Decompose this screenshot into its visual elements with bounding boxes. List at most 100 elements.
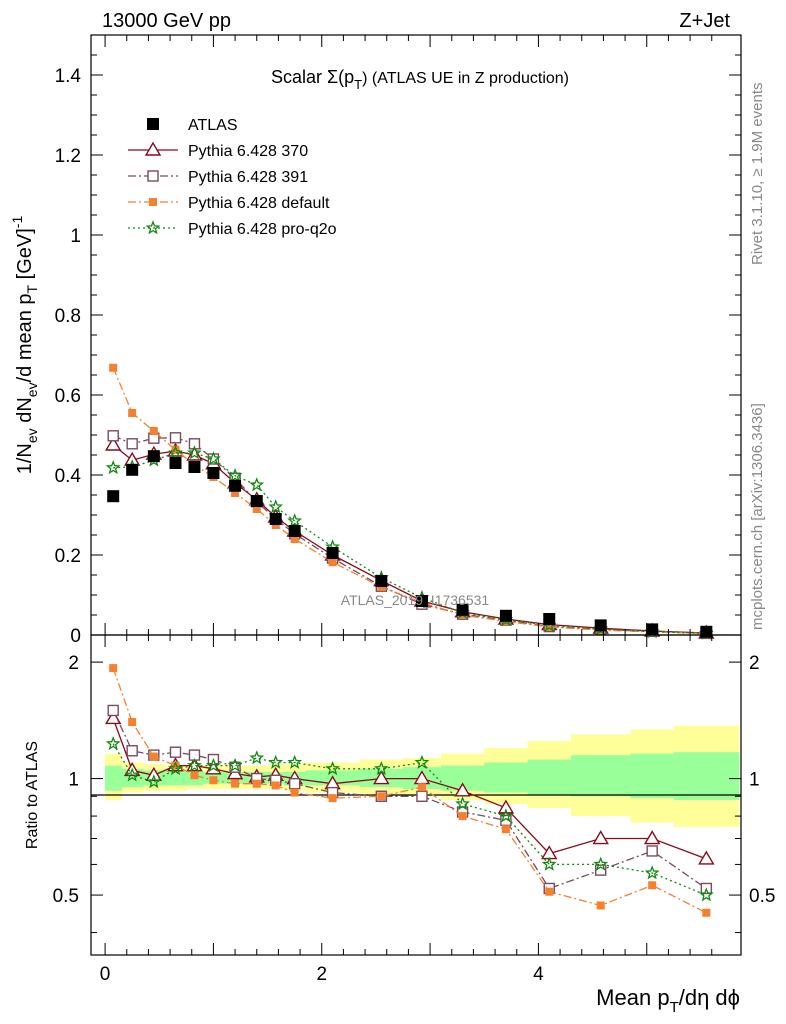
legend-label: Pythia 6.428 pro-q2o (188, 221, 337, 238)
ratio-point (190, 771, 199, 780)
ratio-point (498, 808, 514, 823)
y-tick-label: 0.8 (55, 306, 81, 327)
data-point (229, 479, 242, 492)
ratio-point (592, 830, 609, 845)
ratio-point (698, 887, 714, 902)
ratio-point (501, 825, 510, 834)
ratio-point (252, 779, 261, 788)
data-point (499, 609, 512, 622)
ratio-point (168, 761, 183, 776)
ratio-point (186, 757, 203, 772)
data-point (109, 363, 118, 372)
ratio-point (455, 796, 470, 811)
data-point (126, 463, 139, 476)
ratio-point (128, 718, 137, 727)
ratio-y-tick-label-right: 2 (749, 653, 760, 674)
ratio-y-tick-label: 1 (68, 770, 79, 791)
ratio-point (109, 664, 118, 673)
ratio-point (458, 812, 467, 821)
data-point (250, 495, 263, 507)
data-point (105, 460, 121, 475)
data-point (328, 558, 337, 567)
data-point (249, 477, 265, 492)
data-point (700, 625, 713, 638)
ratio-line-pq2o (112, 743, 707, 896)
legend-label: Pythia 6.428 391 (188, 169, 308, 186)
legend-entry: Pythia 6.428 pro-q2o (128, 220, 337, 238)
data-point (415, 595, 428, 607)
data-point (326, 547, 339, 559)
y-tick-label: 0.6 (55, 386, 81, 407)
ratio-point (325, 761, 340, 776)
ratio-point (227, 757, 243, 772)
ratio-point (373, 770, 390, 785)
x-axis-label: Mean pT/dη dϕ (596, 985, 740, 1016)
legend-entry: ATLAS (147, 117, 238, 134)
band-inner-segment (570, 755, 631, 797)
ratio-series (104, 664, 715, 917)
data-point (287, 513, 303, 528)
ratio-point (416, 790, 428, 802)
y-tick-label: 0.4 (55, 466, 82, 487)
series-pq2o (105, 445, 714, 640)
data-point (168, 445, 183, 460)
data-point (207, 467, 220, 479)
ratio-point (271, 781, 280, 790)
data-point (288, 525, 301, 537)
ratio-point (146, 774, 162, 789)
ratio-point (644, 865, 660, 880)
main-series (104, 363, 715, 640)
legend-label: Pythia 6.428 default (188, 195, 330, 212)
ratio-plot: 0.5 0.5 1 1 2 2 0 2 4 Ratio to ATLAS (24, 35, 775, 985)
legend-marker (147, 170, 159, 182)
data-point (104, 436, 122, 451)
x-ticks: 0 2 4 (100, 35, 713, 985)
ratio-point (596, 901, 605, 910)
data-point (252, 505, 261, 513)
x-tick-label: 0 (100, 964, 111, 985)
data-point (227, 468, 243, 483)
ratio-point (288, 777, 301, 790)
ratio-point (149, 752, 158, 761)
data-point (171, 445, 180, 454)
header-right: Z+Jet (679, 10, 730, 32)
header-left: 13000 GeV pp (102, 10, 231, 32)
data-point (169, 432, 182, 444)
ratio-point (643, 830, 661, 845)
plot-title: Scalar Σ(pT) (ATLAS UE in Z production) (271, 67, 569, 92)
ratio-point (124, 767, 140, 782)
legend-marker (147, 118, 159, 130)
data-point (149, 427, 158, 435)
legend-label: ATLAS (188, 117, 238, 134)
series-ATLAS (107, 450, 713, 638)
ratio-point (206, 757, 221, 772)
y-tick-label: 1 (70, 226, 81, 247)
data-point (375, 575, 388, 587)
ratio-point (169, 746, 182, 758)
data-point (646, 623, 659, 636)
legend: ATLAS Pythia 6.428 370 Pythia 6.428 391 Pyt… (128, 117, 337, 238)
ratio-y-ticks: 0.5 0.5 1 1 2 2 (53, 653, 775, 934)
ratio-point (328, 794, 337, 803)
ratio-point (702, 908, 711, 917)
main-y-ticks: 0 0.2 0.4 0.6 0.8 1 1.2 1.4 (55, 34, 741, 647)
ratio-point (171, 761, 180, 770)
ratio-point (698, 850, 715, 865)
data-point (188, 438, 201, 450)
watermark: ATLAS_2019_I1736531 (341, 592, 490, 608)
data-point (545, 623, 554, 631)
ratio-y-tick-label: 2 (68, 653, 79, 674)
ratio-point (414, 754, 430, 769)
data-point (290, 535, 299, 543)
x-tick-label: 2 (316, 964, 327, 985)
y-axis-label-ratio: Ratio to ATLAS (24, 741, 41, 849)
data-point (543, 613, 556, 625)
ratio-point (187, 757, 202, 772)
ratio-plot-frame (90, 634, 742, 956)
band-inner-segment (673, 752, 740, 801)
ratio-point (646, 845, 658, 857)
legend-label: Pythia 6.428 370 (188, 143, 308, 160)
y-tick-label: 1.2 (55, 146, 81, 167)
side-label-mcplots: mcplots.cern.ch [arXiv:1306.3436] (749, 403, 766, 630)
